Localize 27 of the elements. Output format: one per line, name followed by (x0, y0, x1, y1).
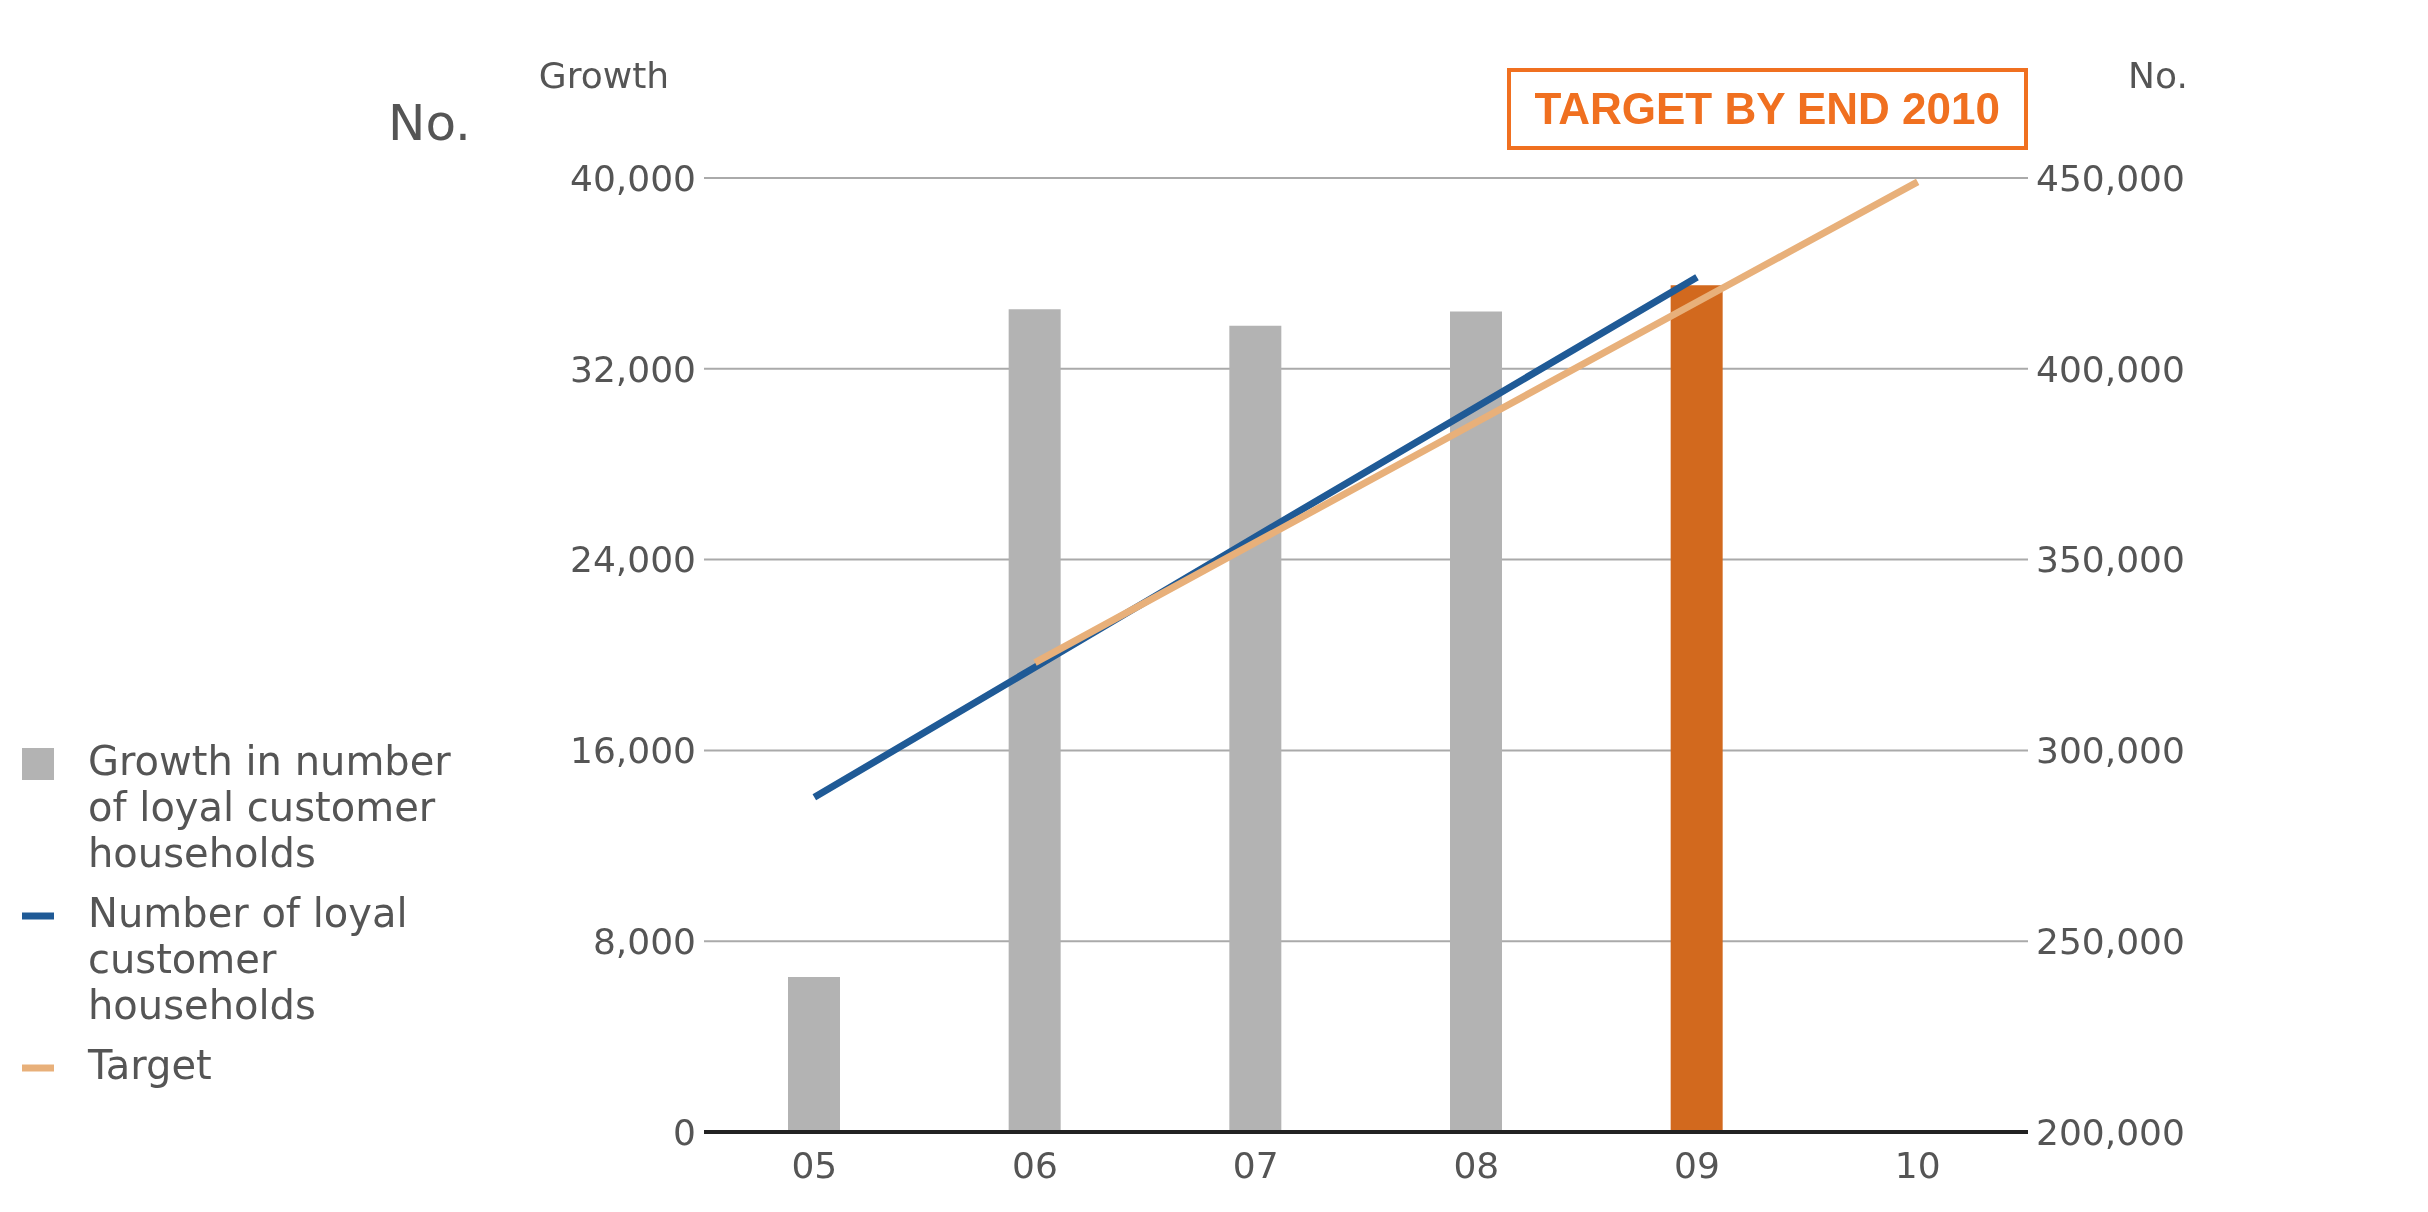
y2-tick-label: 300,000 (2036, 730, 2185, 772)
y-tick-label: 16,000 (570, 730, 696, 772)
y2-axis-title: No. (2128, 55, 2188, 96)
y2-tick-label: 350,000 (2036, 539, 2185, 581)
x-tick-label: 09 (1674, 1144, 1720, 1186)
y-axis-title: Growth (538, 55, 670, 96)
y-tick-label: 40,000 (570, 157, 696, 199)
legend-label: Number of loyal customer households (88, 890, 409, 1028)
y-tick-label: 0 (673, 1111, 696, 1153)
x-tick-label: 10 (1894, 1144, 1941, 1186)
x-tick-label: 05 (791, 1144, 838, 1186)
y2-tick-label: 400,000 (2036, 348, 2185, 390)
text: No. (368, 88, 492, 158)
y-tick-label: 32,000 (570, 348, 696, 390)
legend-label: Target (88, 1042, 212, 1088)
x-tick-label: 07 (1232, 1144, 1279, 1186)
legend-label: Growth in number of loyal customer households (88, 738, 452, 876)
y2-tick-label: 450,000 (2036, 157, 2185, 199)
bar (788, 976, 840, 1132)
y2-tick-label: 250,000 (2036, 920, 2185, 962)
y-tick-label: 8,000 (592, 920, 696, 962)
y2-tick-label: 200,000 (2036, 1111, 2185, 1153)
x-tick-label: 08 (1453, 1144, 1500, 1186)
bar (1670, 285, 1723, 1132)
x-tick-label: 06 (1012, 1144, 1058, 1186)
text: TARGET BY END 2010 (1506, 68, 2028, 150)
y-tick-label: 24,000 (570, 539, 696, 581)
